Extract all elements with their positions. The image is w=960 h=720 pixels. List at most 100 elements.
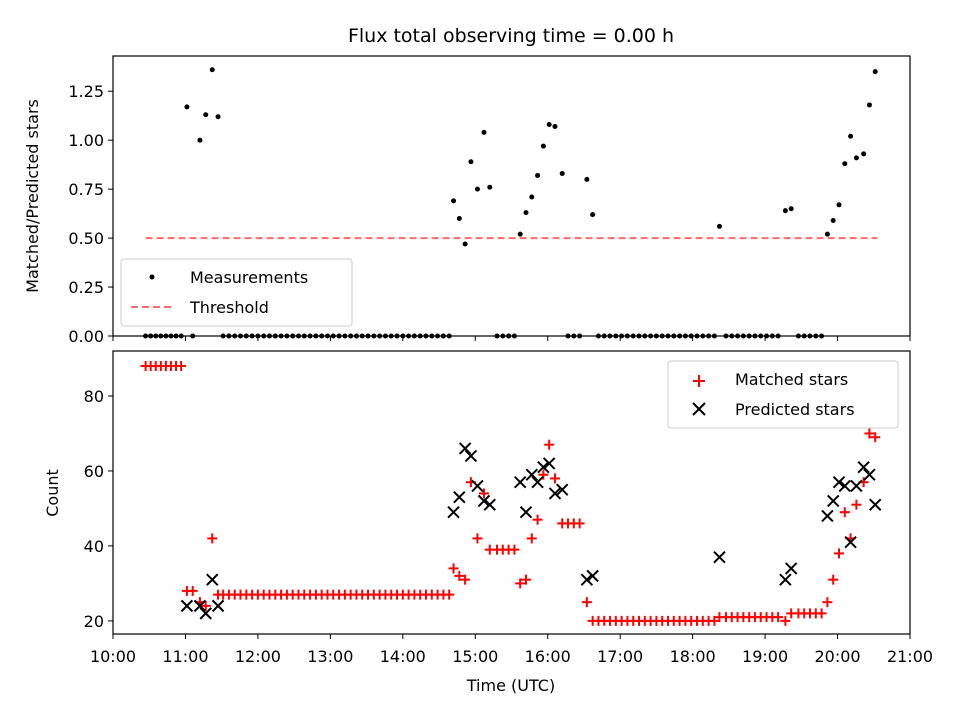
matched-point <box>532 514 543 525</box>
predicted-point <box>542 457 556 470</box>
measurement-point <box>215 114 221 120</box>
legend-predicted-label: Predicted stars <box>735 400 855 419</box>
bottom-x-ticks: 10:00 11:00 12:00 13:00 14:00 15:00 16:00 17:00… <box>90 634 933 666</box>
measurement-point <box>552 123 558 129</box>
measurement-point <box>468 159 474 165</box>
legend-predicted-marker <box>692 402 706 416</box>
predicted-point <box>838 479 851 493</box>
predicted-point <box>548 487 562 500</box>
measurement-point <box>523 210 529 216</box>
matched-point <box>176 360 187 371</box>
measurement-point <box>517 231 523 237</box>
bottom-x-tick-label: 13:00 <box>307 647 353 666</box>
matched-point <box>509 544 520 555</box>
top-legend: Measurements Threshold <box>120 258 353 327</box>
measurement-point <box>716 223 722 229</box>
bottom-legend-box <box>667 360 899 429</box>
predicted-point <box>784 562 798 575</box>
predicted-point <box>483 498 496 511</box>
predicted-point <box>826 494 840 508</box>
matched-point <box>822 597 833 608</box>
matched-point <box>520 574 531 585</box>
measurement-point <box>861 151 867 157</box>
matched-point <box>544 439 555 450</box>
measurement-point <box>788 206 794 212</box>
legend-threshold-label: Threshold <box>189 298 269 317</box>
matched-point <box>581 597 592 608</box>
matched-point <box>780 615 791 626</box>
measurement-point <box>848 133 854 139</box>
predicted-point <box>537 460 550 474</box>
predicted-point <box>519 505 533 519</box>
predicted-point <box>206 573 219 586</box>
measurement-point <box>853 155 859 161</box>
matched-point <box>828 574 839 585</box>
matched-point <box>200 600 211 611</box>
matched-point <box>773 612 784 623</box>
top-y-tick-label: 1.00 <box>68 131 104 150</box>
predicted-point <box>857 460 870 474</box>
measurement-point <box>782 208 788 214</box>
top-plot: 0.00 0.25 0.50 0.75 1.00 1.25 Matched/Predict… <box>23 55 911 346</box>
top-y-ticks: 0.00 0.25 0.50 0.75 1.00 1.25 <box>68 82 113 346</box>
predicted-point <box>211 599 225 613</box>
measurement-point <box>209 67 215 73</box>
bottom-x-tick-label: 20:00 <box>814 647 860 666</box>
top-y-tick-label: 0.50 <box>68 229 104 248</box>
predicted-point <box>458 442 472 455</box>
bottom-x-tick-label: 15:00 <box>452 647 498 666</box>
legend-matched-label: Matched stars <box>735 370 848 389</box>
bottom-axes-frame <box>112 350 911 635</box>
matched-points <box>140 360 881 626</box>
matched-point <box>472 533 483 544</box>
top-y-tick-label: 0.00 <box>68 327 104 346</box>
legend-measurement-marker <box>149 274 155 280</box>
measurement-point <box>456 216 462 222</box>
bottom-x-tick-label: 10:00 <box>90 647 136 666</box>
measurement-point <box>462 241 468 247</box>
bottom-y-tick-label: 80 <box>84 387 104 406</box>
measurement-point <box>584 176 590 182</box>
matched-point <box>549 473 560 484</box>
top-axes-frame <box>112 55 911 337</box>
measurement-point <box>487 184 493 190</box>
top-legend-box <box>120 258 353 327</box>
measurement-point <box>474 186 480 192</box>
predicted-point <box>779 573 792 586</box>
predicted-point <box>869 498 882 511</box>
bottom-y-tick-label: 60 <box>84 462 104 481</box>
predicted-point <box>453 490 466 504</box>
matched-point <box>833 548 844 559</box>
matched-point <box>207 533 218 544</box>
bottom-y-ticks: 20 40 60 80 <box>84 387 113 631</box>
measurement-point <box>836 202 842 208</box>
measurement-point <box>451 198 457 204</box>
matched-point <box>864 428 875 439</box>
predicted-point <box>850 479 863 493</box>
predicted-point <box>713 550 726 564</box>
matched-point <box>460 574 471 585</box>
bottom-x-tick-label: 16:00 <box>525 647 571 666</box>
legend-measurements-label: Measurements <box>190 268 308 287</box>
matched-point <box>454 570 465 581</box>
measurement-point <box>529 194 535 200</box>
bottom-x-tick-label: 12:00 <box>235 647 281 666</box>
bottom-x-tick-label: 21:00 <box>887 647 933 666</box>
matched-point <box>526 533 537 544</box>
predicted-point <box>199 607 212 620</box>
predicted-point <box>477 494 491 508</box>
predicted-point <box>525 468 538 481</box>
top-y-tick-label: 0.25 <box>68 278 104 297</box>
bottom-x-tick-label: 19:00 <box>742 647 788 666</box>
measurement-point <box>184 104 190 110</box>
bottom-legend: Matched stars Predicted stars <box>667 360 899 429</box>
matched-point <box>444 589 455 600</box>
top-chart-title: Flux total observing time = 0.00 h <box>348 25 674 47</box>
matched-point <box>448 563 459 574</box>
measurement-point <box>540 143 546 149</box>
predicted-point <box>832 475 846 489</box>
measurement-point <box>559 170 565 176</box>
predicted-point <box>464 449 478 463</box>
bottom-x-tick-label: 17:00 <box>597 647 643 666</box>
